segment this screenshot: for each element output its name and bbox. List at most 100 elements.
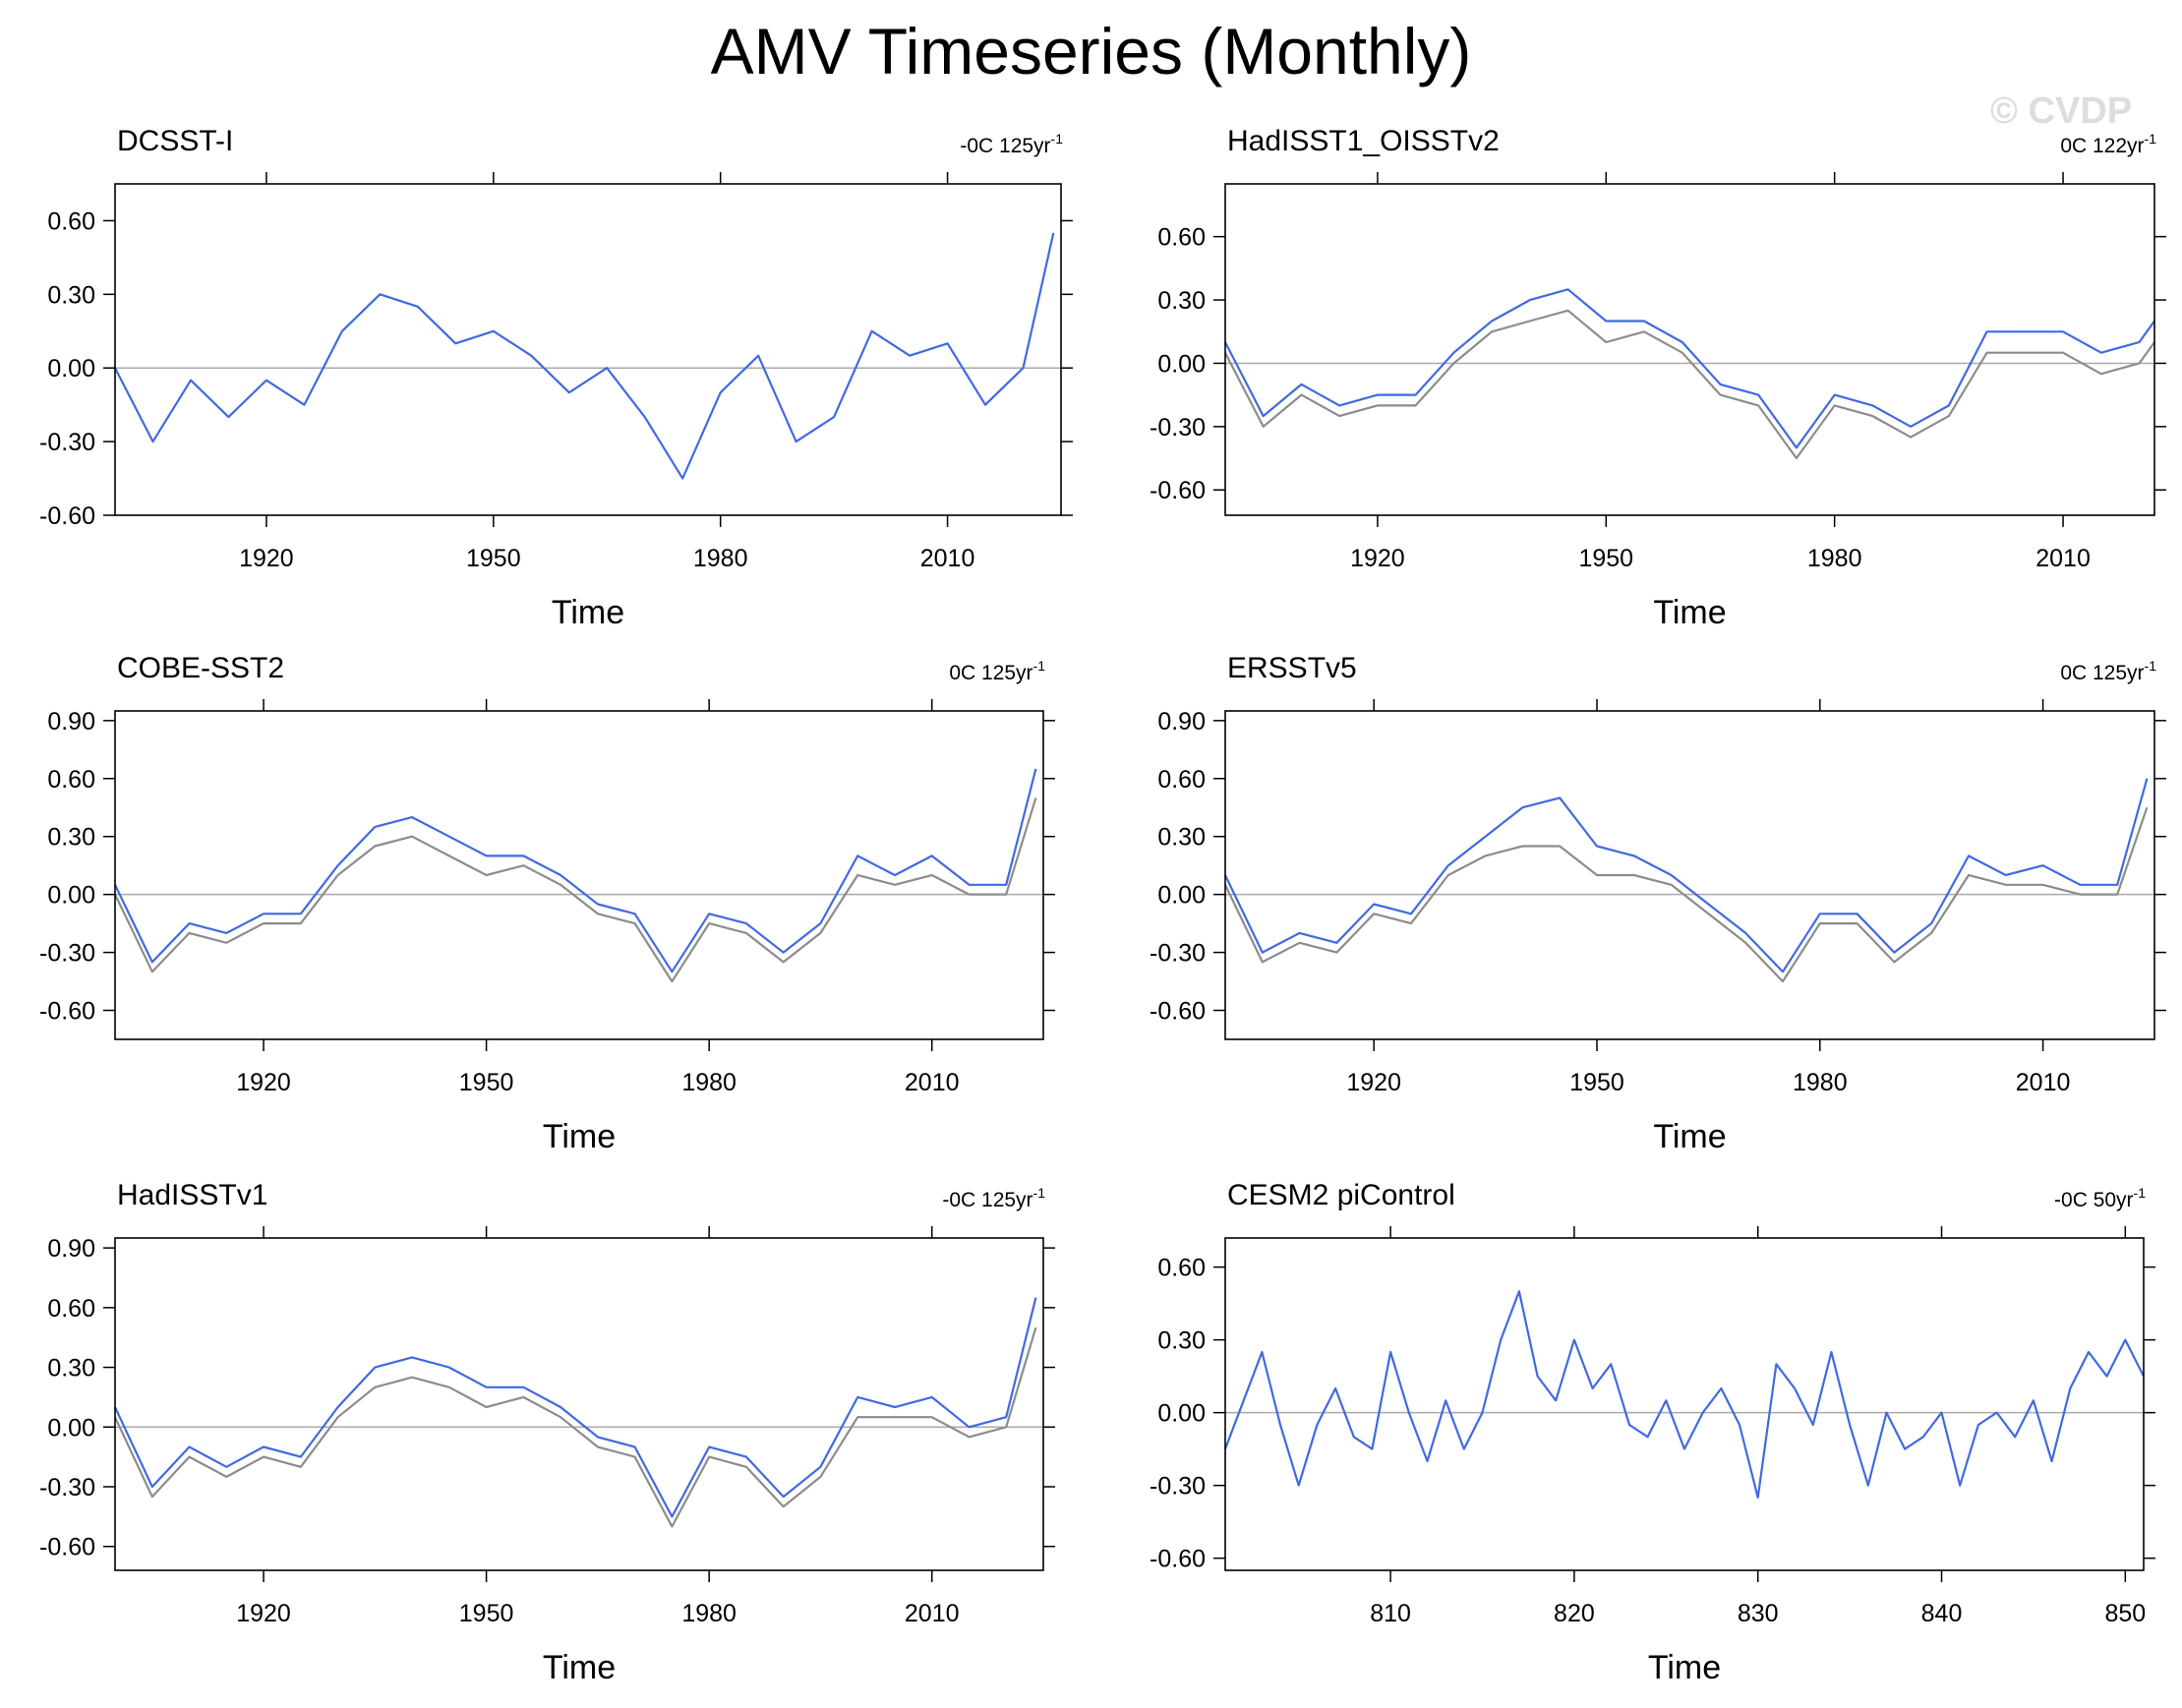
x-tick-label: 840 bbox=[1921, 1600, 1963, 1627]
plot-frame bbox=[114, 1237, 1044, 1571]
y-tick-label: 0.60 bbox=[1157, 766, 1206, 794]
plot-frame bbox=[1224, 183, 2155, 516]
panel-cesm2-picontrol: 0.60 0.30 0.00 -0.30 -0.60 810 820 830 840 850 CES… bbox=[1150, 1179, 2155, 1686]
series-line-hadisstv1 bbox=[114, 1297, 1037, 1518]
x-tick-label: 1920 bbox=[236, 1069, 291, 1096]
x-tick-label: 810 bbox=[1370, 1600, 1411, 1627]
panel-title: HadISSTv1 bbox=[117, 1179, 267, 1211]
panel-dcsst-i: 0.60 0.30 0.00 -0.30 -0.60 1920 1950 1980 2010 DC… bbox=[39, 125, 1073, 631]
series-line-reference bbox=[1224, 806, 2149, 983]
x-axis-label: Time bbox=[552, 594, 624, 631]
y-tick-label: -0.60 bbox=[1150, 1546, 1206, 1573]
panel-title: ERSSTv5 bbox=[1227, 652, 1357, 684]
trend-unit-superscript: -1 bbox=[2145, 131, 2157, 147]
panel-ersstv5: 0.90 0.60 0.30 0.00 -0.30 -0.60 1920 1950 1980 20… bbox=[1150, 652, 2166, 1155]
series-line-reference bbox=[114, 797, 1037, 983]
trend-label: 0C 125yr-1 bbox=[949, 658, 1045, 684]
series-line-cobe-sst2 bbox=[114, 768, 1037, 973]
x-tick-label: 1920 bbox=[1350, 545, 1405, 572]
y-tick-label: 0.30 bbox=[1157, 824, 1206, 852]
x-tick-label: 1980 bbox=[681, 1069, 737, 1096]
x-tick-label: 1950 bbox=[1569, 1069, 1624, 1096]
trend-label: 0C 122yr-1 bbox=[2060, 131, 2156, 157]
y-tick-label: 0.90 bbox=[47, 708, 95, 736]
y-tick-label: 0.90 bbox=[1157, 708, 1206, 736]
y-tick-label: 0.00 bbox=[1157, 882, 1206, 910]
y-tick-label: -0.60 bbox=[1150, 477, 1206, 504]
y-tick-label: 0.00 bbox=[1157, 1400, 1206, 1428]
y-tick-label: 0.30 bbox=[47, 281, 95, 309]
y-tick-label: 0.60 bbox=[1157, 1255, 1206, 1282]
x-tick-label: 2010 bbox=[2035, 545, 2091, 572]
series-line-reference bbox=[114, 1326, 1037, 1528]
y-tick-label: -0.30 bbox=[39, 1474, 95, 1502]
panel-cobe-sst2: 0.90 0.60 0.30 0.00 -0.30 -0.60 1920 1950 1980 20… bbox=[39, 652, 1055, 1155]
trend-unit-superscript: -1 bbox=[1033, 1185, 1046, 1201]
x-tick-label: 2010 bbox=[905, 1600, 960, 1627]
x-tick-label: 1980 bbox=[1807, 545, 1862, 572]
y-tick-label: 0.00 bbox=[47, 355, 95, 383]
x-axis-label: Time bbox=[1653, 1118, 1726, 1155]
plot-frame bbox=[114, 710, 1044, 1040]
panel-hadisst1-oisstv2: 0.60 0.30 0.00 -0.30 -0.60 1920 1950 1980 2010 Ha… bbox=[1150, 125, 2166, 631]
panel-title: DCSST-I bbox=[117, 125, 233, 157]
y-tick-label: -0.30 bbox=[1150, 940, 1206, 968]
y-tick-label: 0.60 bbox=[47, 207, 95, 235]
watermark: © CVDP bbox=[1990, 90, 2133, 132]
trend-label: 0C 125yr-1 bbox=[2060, 658, 2156, 684]
x-tick-label: 1920 bbox=[1346, 1069, 1401, 1096]
y-tick-label: 0.60 bbox=[1157, 224, 1206, 252]
trend-unit-superscript: -1 bbox=[1051, 131, 1064, 147]
y-tick-label: 0.30 bbox=[1157, 287, 1206, 315]
y-tick-label: -0.60 bbox=[39, 998, 95, 1026]
x-axis-label: Time bbox=[1653, 594, 1726, 631]
y-tick-label: 0.30 bbox=[47, 1355, 95, 1383]
x-tick-label: 1980 bbox=[681, 1600, 737, 1627]
x-tick-label: 2010 bbox=[920, 545, 975, 572]
plot-frame bbox=[114, 183, 1062, 516]
x-axis-label: Time bbox=[543, 1118, 616, 1155]
y-tick-label: -0.30 bbox=[1150, 1473, 1206, 1501]
x-tick-label: 1950 bbox=[466, 545, 521, 572]
panel-title: COBE-SST2 bbox=[117, 652, 284, 684]
trend-label: -0C 50yr-1 bbox=[2054, 1185, 2146, 1211]
x-tick-label: 1980 bbox=[1793, 1069, 1848, 1096]
y-tick-label: 0.00 bbox=[47, 1414, 95, 1442]
y-tick-label: -0.30 bbox=[39, 429, 95, 456]
x-tick-label: 1920 bbox=[239, 545, 294, 572]
x-tick-label: 1950 bbox=[1578, 545, 1633, 572]
trend-label: -0C 125yr-1 bbox=[960, 131, 1063, 157]
series-line-cesm2-picontrol bbox=[1223, 1290, 2145, 1500]
trend-unit-superscript: -1 bbox=[2145, 658, 2157, 674]
y-tick-label: 0.60 bbox=[47, 766, 95, 794]
panel-title: CESM2 piControl bbox=[1227, 1179, 1455, 1211]
y-tick-label: 0.60 bbox=[47, 1295, 95, 1323]
y-tick-label: 0.00 bbox=[47, 882, 95, 910]
series-line-hadisst1-oisstv2 bbox=[1224, 288, 2155, 449]
x-tick-label: 1950 bbox=[459, 1069, 514, 1096]
trend-unit-superscript: -1 bbox=[2134, 1185, 2147, 1201]
x-tick-label: 830 bbox=[1738, 1600, 1779, 1627]
series-line-dcsst-i bbox=[114, 232, 1055, 480]
x-tick-label: 850 bbox=[2104, 1600, 2146, 1627]
y-tick-label: 0.90 bbox=[47, 1235, 95, 1263]
panel-title: HadISST1_OISSTv2 bbox=[1227, 125, 1500, 157]
panel-hadisstv1: 0.90 0.60 0.30 0.00 -0.30 -0.60 1920 1950 1980 20… bbox=[39, 1179, 1055, 1686]
x-tick-label: 1950 bbox=[459, 1600, 514, 1627]
x-tick-label: 1920 bbox=[236, 1600, 291, 1627]
y-tick-label: 0.30 bbox=[47, 824, 95, 852]
y-tick-label: -0.30 bbox=[39, 940, 95, 968]
y-tick-label: -0.60 bbox=[39, 1534, 95, 1561]
series-line-reference bbox=[1224, 309, 2155, 460]
x-axis-label: Time bbox=[543, 1649, 616, 1686]
y-tick-label: -0.30 bbox=[1150, 414, 1206, 442]
trend-label: -0C 125yr-1 bbox=[942, 1185, 1045, 1211]
plot-frame bbox=[1224, 1237, 2145, 1571]
x-axis-label: Time bbox=[1648, 1649, 1721, 1686]
figure-title: AMV Timeseries (Monthly) bbox=[710, 15, 1472, 88]
y-tick-label: -0.60 bbox=[1150, 998, 1206, 1026]
y-tick-label: 0.00 bbox=[1157, 350, 1206, 378]
y-tick-label: 0.30 bbox=[1157, 1327, 1206, 1355]
